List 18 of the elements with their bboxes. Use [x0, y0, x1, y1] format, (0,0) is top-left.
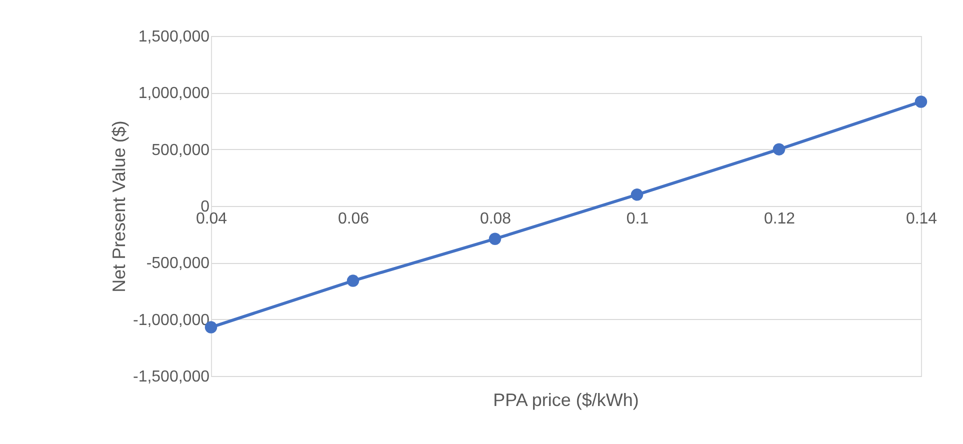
x-tick-label: 0.12 [764, 210, 796, 228]
point [630, 188, 644, 201]
point [488, 232, 502, 245]
point [914, 96, 928, 108]
y-tick-label: 1,000,000 [138, 85, 210, 102]
x-axis-title: PPA price ($/kWh) [493, 390, 639, 410]
y-axis-title: Net Present Value ($) [108, 120, 129, 292]
point [772, 143, 786, 156]
y-tick-label: -1,500,000 [132, 368, 210, 386]
y-tick-label: -1,000,000 [132, 312, 210, 329]
x-tick-label: 0.08 [480, 210, 512, 228]
y-tick-label: 500,000 [152, 142, 210, 159]
point [346, 274, 360, 287]
x-tick-label: 0.14 [906, 210, 938, 228]
x-tick-label: 0.1 [626, 210, 649, 228]
y-tick-label: -500,000 [146, 255, 210, 272]
x-tick-label: 0.06 [338, 210, 370, 228]
y-tick-label: 1,500,000 [138, 28, 210, 46]
